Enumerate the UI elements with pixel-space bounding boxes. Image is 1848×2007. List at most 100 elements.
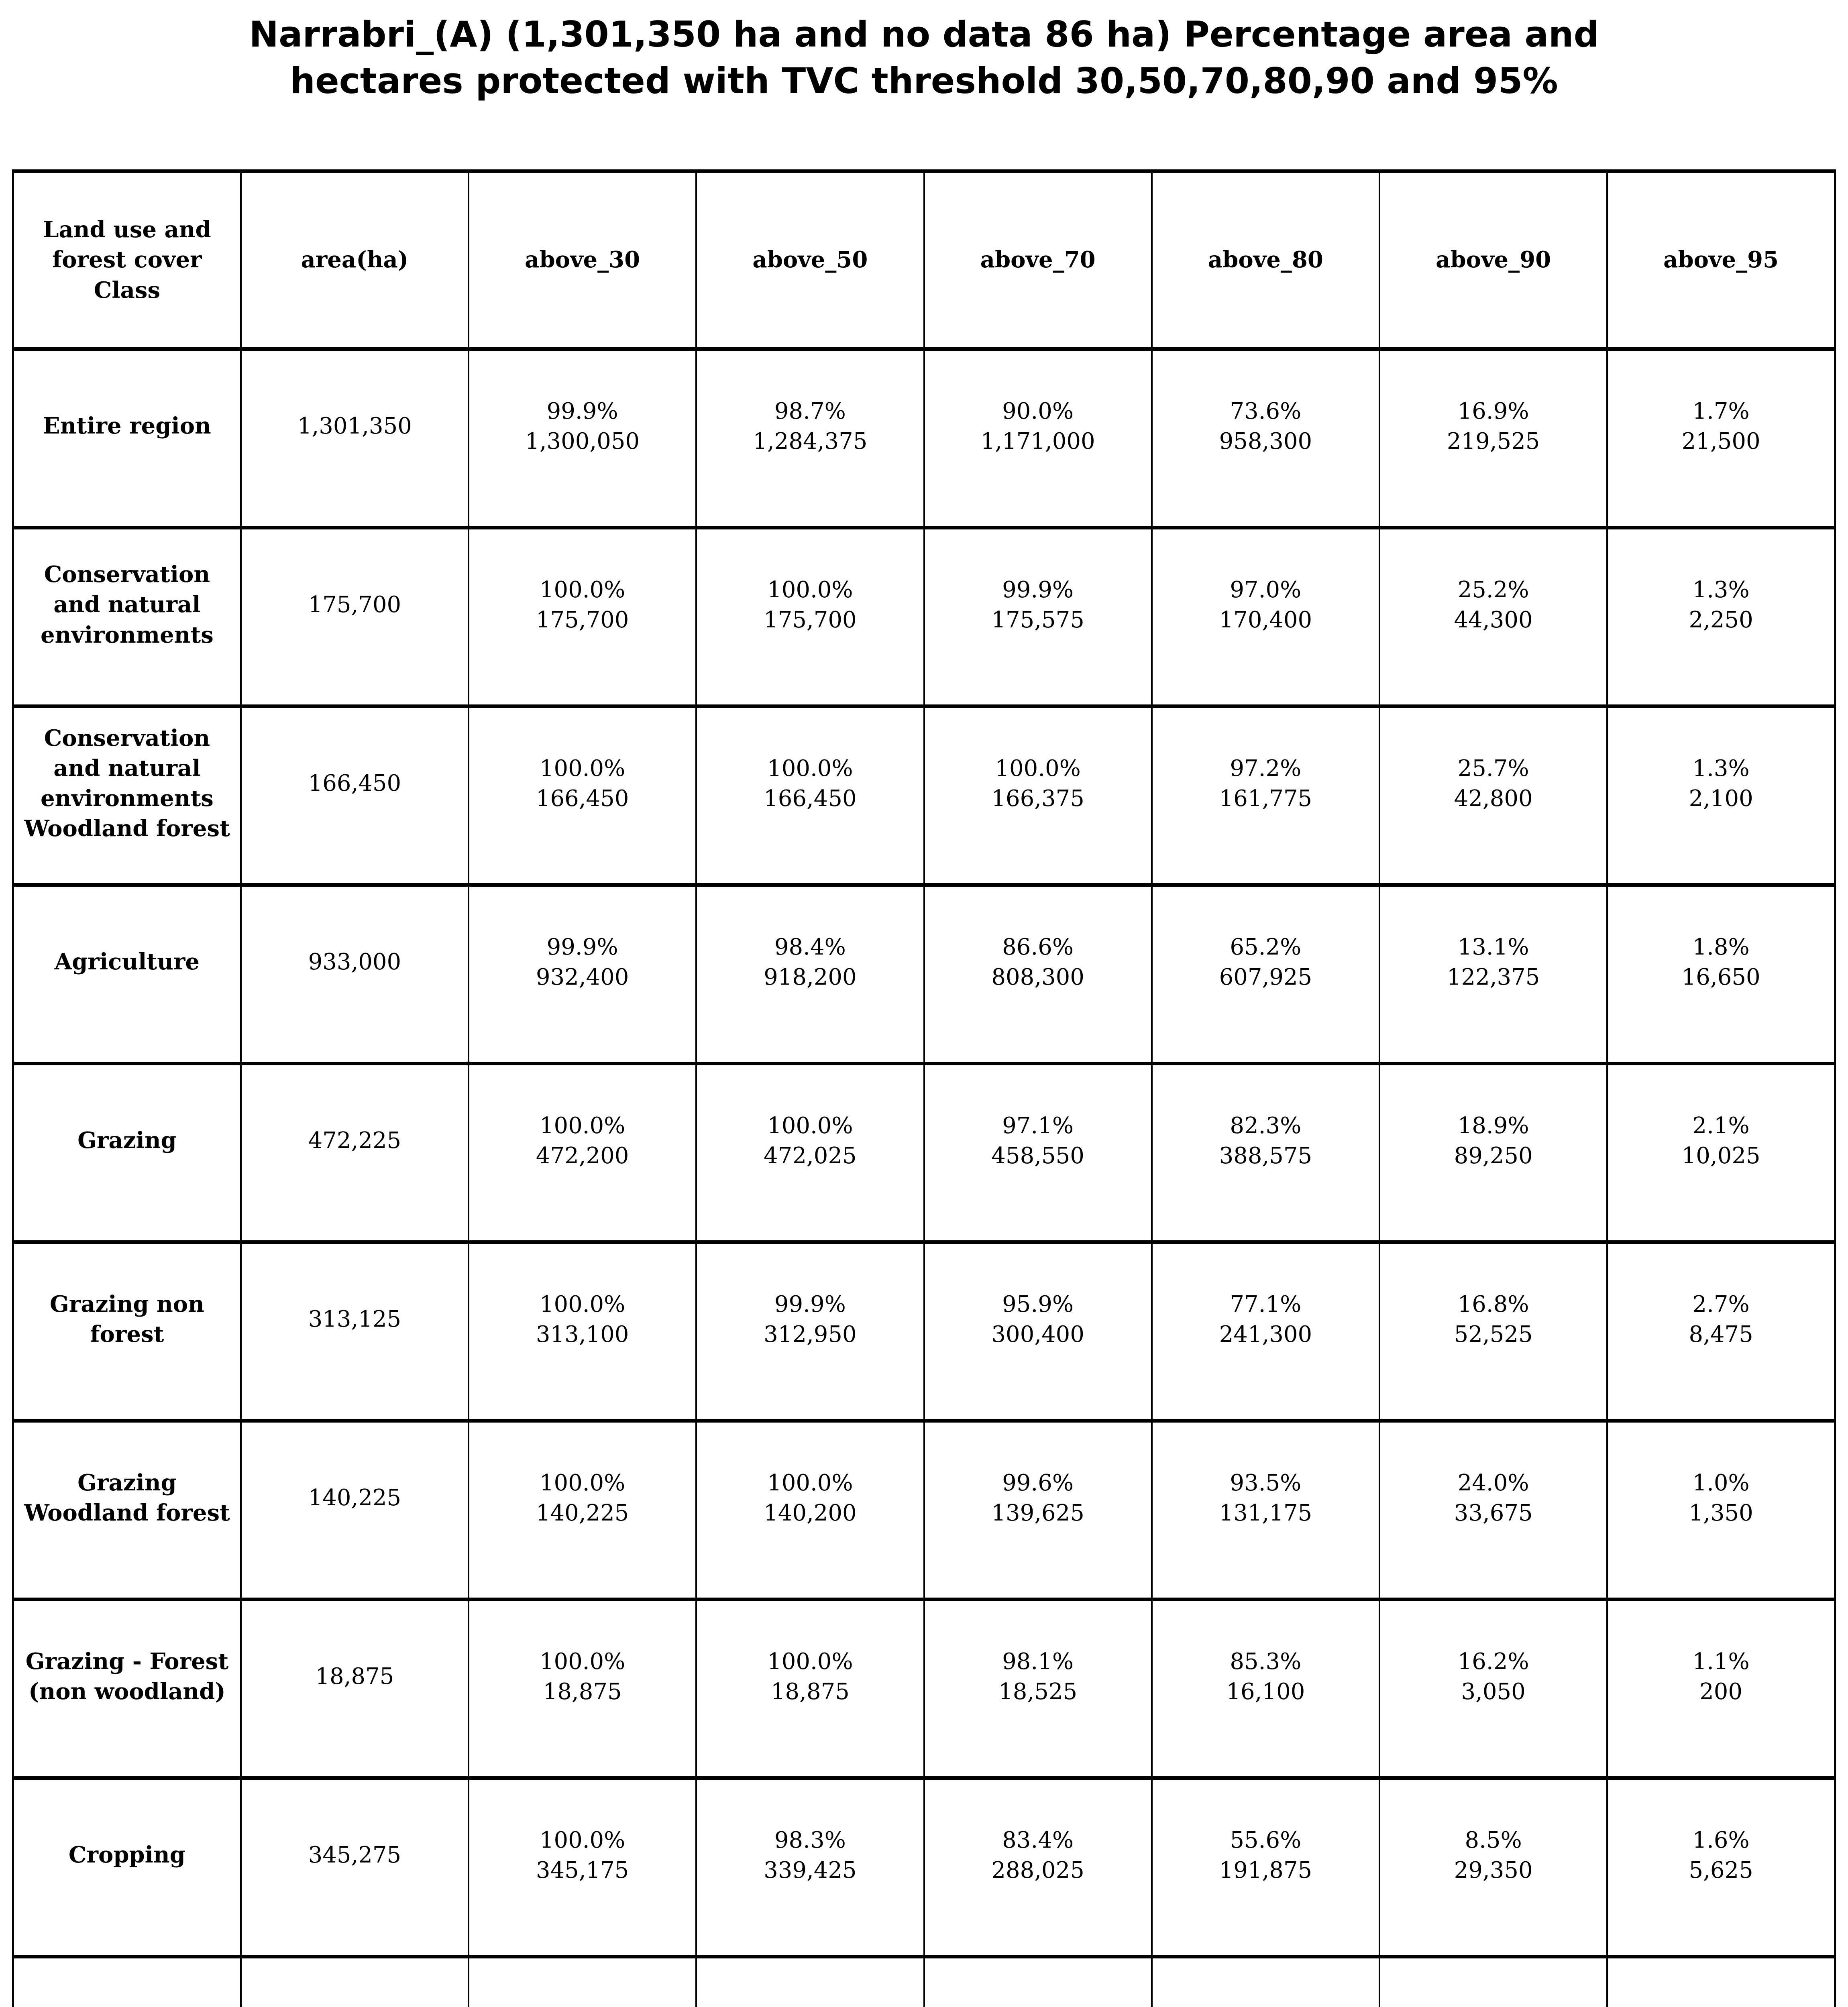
land-use-table: Land use and forest cover Class area(ha) a… [12,169,1836,2007]
threshold-cell: 25.2% 44,300 [1378,526,1608,708]
percent-value: 2.1% [1692,1112,1750,1139]
row-label-cell: Grazing - Forest (non woodland) [12,1598,242,1780]
area-cell: 115,475 [240,1955,470,2007]
percent-value: 95.9% [1002,1291,1074,1317]
hectares-value: 44,300 [1454,607,1533,633]
hectares-value: 345,175 [536,1857,629,1883]
percent-value: 99.9% [546,934,618,960]
threshold-cell: 2.7% 8,475 [1606,1240,1836,1423]
row-label-cell: Grazing non forest [12,1240,242,1423]
hectares-value: 29,350 [1454,1857,1533,1883]
threshold-cell: 100.0% 140,200 [695,1419,925,1601]
hectares-value: 170,400 [1219,607,1312,633]
threshold-cell: 90.0% 1,171,000 [923,347,1153,529]
column-header-0: Land use and forest cover Class [12,169,242,351]
threshold-cell: 100.0% 472,200 [467,1062,697,1244]
hectares-value: 175,700 [536,607,629,633]
percent-value: 99.9% [774,1291,846,1317]
threshold-cell: 97.0% 170,400 [1151,526,1381,708]
hectares-value: 18,525 [998,1679,1078,1705]
area-cell: 472,225 [240,1062,470,1244]
threshold-cell: 1.0% 1,350 [1606,1419,1836,1601]
percent-value: 100.0% [767,755,853,782]
threshold-cell: 97.2% 161,775 [1151,704,1381,887]
threshold-cell: 93.5% 131,175 [1151,1419,1381,1601]
hectares-value: 918,200 [764,964,857,990]
hectares-value: 1,300,050 [525,428,640,454]
area-cell: 175,700 [240,526,470,708]
threshold-cell: 100.0% 313,100 [467,1240,697,1423]
threshold-cell: 98.3% 339,425 [695,1776,925,1958]
percent-value: 1.3% [1692,755,1750,782]
area-cell: 345,275 [240,1776,470,1958]
percent-value: 1.0% [1692,1470,1750,1496]
hectares-value: 175,700 [764,607,857,633]
row-label-cell: Grazing [12,1062,242,1244]
threshold-cell: 23.8%27,475 [1151,1955,1381,2007]
threshold-cell: 16.2% 3,050 [1378,1598,1608,1780]
table-row: Grazing 472,225 100.0% 472,200 100.0% 472,025… [12,1062,1836,1244]
table-row: Entire region 1,301,350 99.9% 1,300,050 98.7… [12,347,1836,529]
percent-value: 16.8% [1457,1291,1529,1317]
hectares-value: 219,525 [1447,428,1540,454]
percent-value: 100.0% [539,755,626,782]
row-label-cell: Conservation and natural environments Wo… [12,704,242,887]
percent-value: 99.6% [1002,1470,1074,1496]
percent-value: 25.2% [1457,576,1529,603]
column-header-4: above_70 [923,169,1153,351]
percent-value: 98.1% [1002,1648,1074,1675]
hectares-value: 5,625 [1689,1857,1753,1883]
row-label-cell: Cropping [12,1776,242,1958]
hectares-value: 166,450 [536,786,629,812]
hectares-value: 1,171,000 [980,428,1095,454]
hectares-value: 131,175 [1219,1500,1312,1526]
percent-value: 25.7% [1457,755,1529,782]
hectares-value: 8,475 [1689,1321,1753,1347]
hectares-value: 2,100 [1689,786,1753,812]
area-cell: 140,225 [240,1419,470,1601]
hectares-value: 472,025 [764,1143,857,1169]
threshold-cell: 99.6%115,000 [467,1955,697,2007]
percent-value: 53.4% [932,2004,1144,2007]
threshold-cell: 100.0% 18,875 [467,1598,697,1780]
area-cell: 166,450 [240,704,470,887]
hectares-value: 312,950 [764,1321,857,1347]
percent-value: 93.5% [1230,1470,1302,1496]
threshold-cell: 100.0% 175,700 [695,526,925,708]
percent-value: 82.3% [1230,1112,1302,1139]
threshold-cell: 99.9% 312,950 [695,1240,925,1423]
percent-value: 100.0% [539,576,626,603]
hectares-value: 161,775 [1219,786,1312,812]
percent-value: 24.0% [1457,1470,1529,1496]
percent-value: 100.0% [539,1291,626,1317]
table-row: Conservation and natural environments 175… [12,526,1836,708]
percent-value: 3.3% [1388,2004,1599,2007]
threshold-cell: 95.9% 300,400 [923,1240,1153,1423]
hectares-value: 458,550 [991,1143,1084,1169]
table-body: Entire region 1,301,350 99.9% 1,300,050 98.7… [12,347,1836,2007]
percent-value: 100.0% [995,755,1081,782]
threshold-cell: 18.9% 89,250 [1378,1062,1608,1244]
hectares-value: 339,425 [764,1857,857,1883]
percent-value: 85.3% [1230,1648,1302,1675]
area-cell: 1,301,350 [240,347,470,529]
hectares-value: 166,450 [764,786,857,812]
threshold-cell: 24.0% 33,675 [1378,1419,1608,1601]
hectares-value: 175,575 [991,607,1084,633]
threshold-cell: 98.1% 18,525 [923,1598,1153,1780]
percent-value: 97.0% [1230,576,1302,603]
hectares-value: 288,025 [991,1857,1084,1883]
threshold-cell: 2.1% 10,025 [1606,1062,1836,1244]
percent-value: 1.6% [1692,1827,1750,1853]
hectares-value: 89,250 [1454,1143,1533,1169]
hectares-value: 33,675 [1454,1500,1533,1526]
threshold-cell: 100.0% 472,025 [695,1062,925,1244]
percent-value: 23.8% [1160,2004,1371,2007]
threshold-cell: 0.9%1,000 [1606,1955,1836,2007]
percent-value: 1.7% [1692,398,1750,424]
threshold-cell: 99.6% 139,625 [923,1419,1153,1601]
threshold-cell: 1.1% 200 [1606,1598,1836,1780]
column-header-2: above_30 [467,169,697,351]
percent-value: 100.0% [767,576,853,603]
percent-value: 86.6% [1002,934,1074,960]
